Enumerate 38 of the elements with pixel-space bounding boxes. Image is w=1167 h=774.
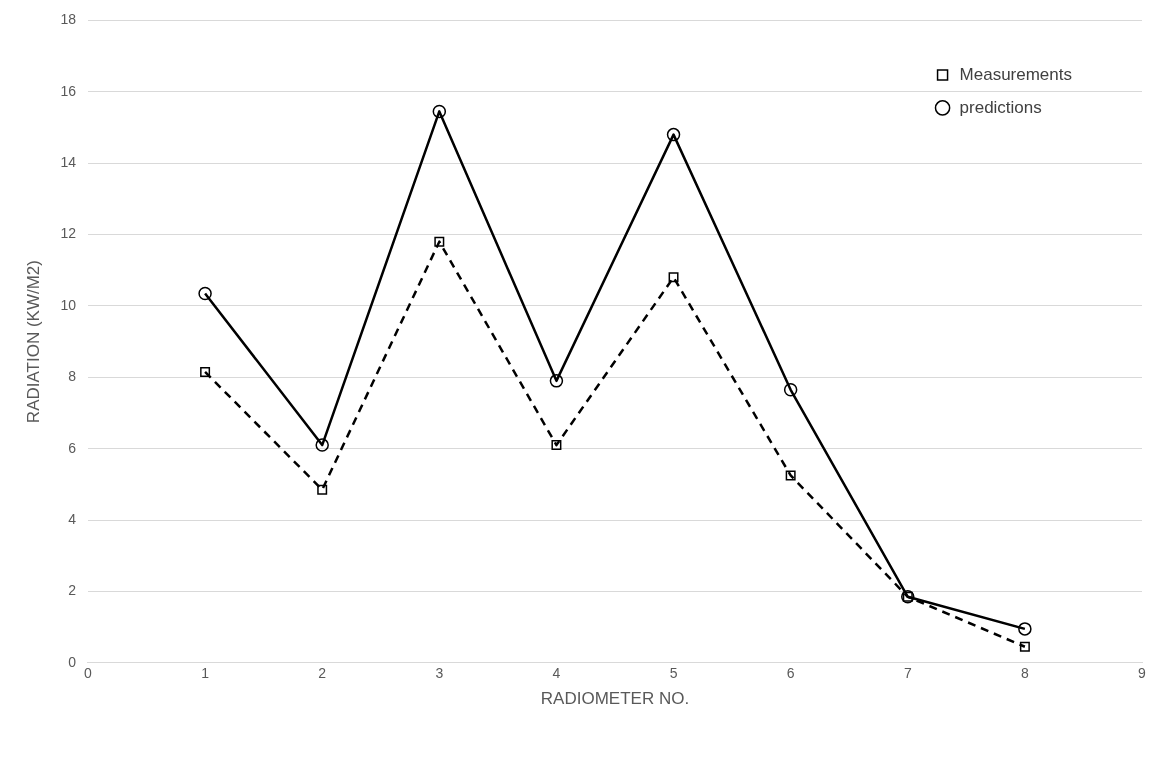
legend-label: Measurements	[959, 64, 1072, 84]
legend-label: predictions	[959, 97, 1042, 117]
y-axis-title: RADIATION (KW/M2)	[23, 260, 43, 424]
x-tick-label: 2	[318, 665, 327, 682]
x-tick-label: 6	[786, 665, 795, 682]
y-tick-label: 10	[60, 296, 77, 313]
y-tick-label: 12	[60, 225, 77, 242]
x-tick-label: 0	[84, 665, 93, 682]
x-tick-label: 8	[1020, 665, 1029, 682]
x-tick-label: 4	[552, 665, 561, 682]
x-tick-label: 3	[435, 665, 444, 682]
x-tick-label: 1	[201, 665, 210, 682]
y-tick-label: 6	[68, 439, 77, 456]
x-tick-label: 5	[669, 665, 678, 682]
point	[783, 383, 798, 397]
point	[785, 470, 796, 481]
point	[200, 366, 211, 377]
y-tick-label: 0	[68, 653, 77, 670]
y-tick-label: 4	[68, 510, 77, 527]
x-tick-label: 7	[903, 665, 912, 682]
point	[198, 286, 212, 301]
point	[432, 104, 447, 119]
point	[549, 374, 564, 388]
point	[1019, 641, 1030, 652]
point	[551, 440, 562, 451]
point	[1018, 622, 1032, 636]
y-tick-label: 2	[68, 582, 77, 599]
point	[317, 484, 328, 495]
point	[668, 272, 679, 283]
y-tick-label: 18	[60, 11, 77, 28]
y-tick-label: 16	[60, 82, 77, 99]
y-tick-label: 14	[60, 154, 77, 171]
x-tick-label: 9	[1138, 665, 1147, 682]
point	[315, 438, 329, 452]
point	[434, 236, 445, 247]
x-axis-title: RADIOMETER NO.	[540, 689, 690, 709]
point	[666, 127, 681, 142]
y-tick-label: 8	[68, 368, 77, 385]
